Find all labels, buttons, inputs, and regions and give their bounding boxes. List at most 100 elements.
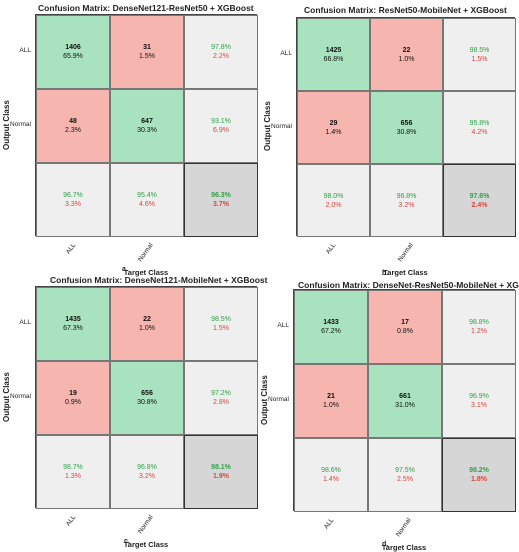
cell-percent: 31.0% bbox=[395, 402, 415, 409]
column-class-label: Normal bbox=[137, 514, 155, 536]
summary-error-percent: 2.0% bbox=[325, 201, 342, 209]
matrix-cell: 656 30.8% bbox=[370, 91, 443, 164]
summary-error-percent: 1.5% bbox=[471, 55, 488, 63]
summary-correct-percent: 93.1% bbox=[211, 118, 231, 125]
overall-accuracy: 98.2% bbox=[469, 467, 489, 474]
summary-correct-percent: 98.0% bbox=[323, 192, 344, 200]
y-axis-label: Output Class bbox=[263, 101, 272, 152]
cell-percent: 1.4% bbox=[325, 128, 342, 136]
row-summary-cell: 93.1% 6.9% bbox=[184, 89, 258, 163]
summary-error-percent: 3.3% bbox=[65, 201, 81, 208]
matrix-cell: 21 1.0% bbox=[294, 364, 368, 438]
row-summary-cell: 97.8% 2.2% bbox=[184, 15, 258, 89]
summary-error-percent: 4.6% bbox=[139, 201, 155, 208]
confusion-matrix-grid: 1425 66.8% 22 1.0% 29 1.4% 656 30.8% 98.5% 1.5% 95… bbox=[296, 17, 516, 237]
column-summary-cell: 98.7% 1.3% bbox=[36, 435, 110, 509]
summary-error-percent: 2.5% bbox=[397, 476, 413, 483]
summary-correct-percent: 96.7% bbox=[63, 192, 83, 199]
y-axis-label: Output Class bbox=[260, 375, 269, 425]
column-class-label: ALL bbox=[64, 242, 77, 256]
summary-correct-percent: 98.8% bbox=[469, 319, 489, 326]
y-axis-label: Output Class bbox=[2, 100, 11, 150]
summary-error-percent: 4.2% bbox=[471, 128, 488, 136]
x-axis-label: Target Class bbox=[123, 268, 169, 277]
panel-caption: c. bbox=[124, 538, 130, 545]
x-axis-label: Target Class bbox=[383, 268, 428, 277]
cell-count: 661 bbox=[399, 393, 411, 400]
matrix-cell: 1406 65.9% bbox=[36, 15, 110, 89]
cell-count: 21 bbox=[327, 393, 335, 400]
column-summary-cell: 96.8% 3.2% bbox=[110, 435, 184, 509]
y-axis-label: Output Class bbox=[2, 372, 11, 422]
summary-error-percent: 1.2% bbox=[471, 328, 487, 335]
cell-percent: 2.3% bbox=[65, 127, 81, 134]
matrix-cell: 656 30.8% bbox=[110, 361, 184, 435]
summary-error-percent: 3.2% bbox=[398, 201, 415, 209]
column-class-label: Normal bbox=[396, 242, 415, 264]
column-class-label: ALL bbox=[325, 242, 338, 256]
row-summary-cell: 98.5% 1.5% bbox=[184, 287, 258, 361]
chart-title: Confusion Matrix: DenseNet121-MobileNet … bbox=[50, 275, 268, 285]
summary-error-percent: 3.2% bbox=[139, 473, 155, 480]
summary-correct-percent: 98.7% bbox=[63, 464, 83, 471]
cell-percent: 67.3% bbox=[63, 325, 83, 332]
matrix-cell: 17 0.8% bbox=[368, 290, 442, 364]
chart-title: Confusion Matrix: DenseNet121-ResNet50 +… bbox=[38, 3, 254, 13]
summary-error-percent: 1.3% bbox=[65, 473, 81, 480]
row-class-label: ALL bbox=[19, 319, 31, 326]
matrix-cell: 48 2.3% bbox=[36, 89, 110, 163]
overall-accuracy-cell: 96.3% 3.7% bbox=[184, 163, 258, 237]
matrix-cell: 1425 66.8% bbox=[297, 18, 370, 91]
cell-count: 1433 bbox=[323, 319, 339, 326]
summary-correct-percent: 95.4% bbox=[137, 192, 157, 199]
summary-error-percent: 6.9% bbox=[213, 127, 229, 134]
cell-percent: 1.0% bbox=[323, 402, 339, 409]
row-class-label: Normal bbox=[10, 393, 31, 400]
panel-caption: d. bbox=[382, 541, 389, 548]
cell-percent: 65.9% bbox=[63, 53, 83, 60]
matrix-cell: 1433 67.2% bbox=[294, 290, 368, 364]
overall-accuracy-cell: 97.6% 2.4% bbox=[443, 164, 516, 237]
summary-error-percent: 3.1% bbox=[471, 402, 487, 409]
overall-accuracy: 97.6% bbox=[469, 192, 490, 200]
overall-accuracy-cell: 98.2% 1.8% bbox=[442, 438, 516, 512]
cell-count: 1406 bbox=[65, 44, 81, 51]
summary-correct-percent: 97.8% bbox=[211, 44, 231, 51]
cell-count: 48 bbox=[69, 118, 77, 125]
cell-count: 22 bbox=[402, 46, 411, 54]
row-class-label: Normal bbox=[271, 122, 292, 130]
matrix-cell: 22 1.0% bbox=[370, 18, 443, 91]
row-summary-cell: 98.5% 1.5% bbox=[443, 18, 516, 91]
chart-title: Confusion Matrix: ResNet50-MobileNet + X… bbox=[304, 5, 507, 15]
row-summary-cell: 96.9% 3.1% bbox=[442, 364, 516, 438]
matrix-cell: 647 30.3% bbox=[110, 89, 184, 163]
row-class-label: Normal bbox=[268, 396, 289, 403]
cell-count: 647 bbox=[141, 118, 153, 125]
confusion-matrix-grid: 1406 65.9% 31 1.5% 48 2.3% 647 30.3% 97.8% 2.2% 93… bbox=[35, 14, 258, 237]
overall-accuracy: 96.3% bbox=[211, 192, 231, 199]
overall-error: 1.8% bbox=[471, 476, 487, 483]
column-class-label: ALL bbox=[64, 514, 77, 528]
confusion-matrix-grid: 1435 67.3% 22 1.0% 19 0.9% 656 30.8% 98.5% 1.5% 97… bbox=[35, 286, 258, 509]
summary-error-percent: 1.4% bbox=[323, 476, 339, 483]
overall-error: 3.7% bbox=[213, 201, 229, 208]
row-class-label: ALL bbox=[19, 47, 31, 54]
matrix-cell: 22 1.0% bbox=[110, 287, 184, 361]
summary-correct-percent: 97.5% bbox=[395, 467, 415, 474]
cell-percent: 30.8% bbox=[137, 399, 157, 406]
column-summary-cell: 95.4% 4.6% bbox=[110, 163, 184, 237]
row-summary-cell: 97.2% 2.8% bbox=[184, 361, 258, 435]
summary-error-percent: 2.8% bbox=[213, 399, 229, 406]
column-class-label: ALL bbox=[322, 517, 335, 531]
cell-count: 22 bbox=[143, 316, 151, 323]
cell-percent: 1.0% bbox=[398, 55, 415, 63]
cell-percent: 0.8% bbox=[397, 328, 413, 335]
column-summary-cell: 98.0% 2.0% bbox=[297, 164, 370, 237]
overall-accuracy-cell: 98.1% 1.9% bbox=[184, 435, 258, 509]
matrix-cell: 661 31.0% bbox=[368, 364, 442, 438]
cell-percent: 66.8% bbox=[323, 55, 344, 63]
cell-count: 656 bbox=[141, 390, 153, 397]
cell-count: 1435 bbox=[65, 316, 81, 323]
matrix-cell: 31 1.5% bbox=[110, 15, 184, 89]
overall-error: 1.9% bbox=[213, 473, 229, 480]
